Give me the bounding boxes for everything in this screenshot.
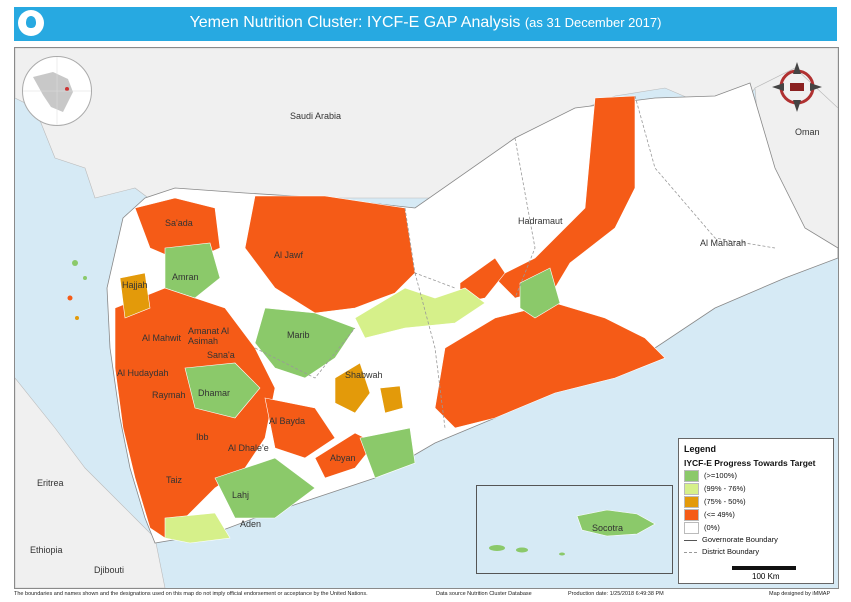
label-hadramaut: Hadramaut [518, 216, 563, 226]
region-hadramaut-light [354, 287, 486, 339]
map-title: Yemen Nutrition Cluster: IYCF-E GAP Anal… [14, 14, 837, 32]
island [72, 260, 78, 266]
region-west-red [114, 287, 276, 539]
legend-item: (>=100%) [684, 470, 737, 482]
label-ethiopia: Ethiopia [30, 545, 63, 555]
label-socotra: Socotra [592, 523, 624, 533]
legend-item: (0%) [684, 522, 720, 534]
north-arrow-icon [770, 60, 824, 114]
label-al-mahwit: Al Mahwit [142, 333, 182, 343]
label-al-jawf: Al Jawf [274, 250, 304, 260]
island [75, 316, 79, 320]
legend-label: District Boundary [702, 547, 760, 556]
region-abyan-red [314, 432, 376, 479]
legend-swatch [684, 470, 699, 482]
map-frame[interactable] [14, 47, 839, 589]
label-abyan: Abyan [330, 453, 356, 463]
label-marib: Marib [287, 330, 310, 340]
legend-item: (<= 49%) [684, 509, 735, 521]
region-hudaydah-orange [119, 272, 151, 319]
region-hadramaut-green [519, 267, 561, 319]
label-al-hudaydah: Al Hudaydah [117, 368, 169, 378]
legend-swatch [684, 522, 699, 534]
legend-item: (99% - 76%) [684, 483, 746, 495]
label-aden: Aden [240, 519, 262, 529]
region-lahj [214, 457, 316, 519]
legend-line-swatch [684, 539, 697, 541]
region-bayda-red [264, 397, 336, 459]
governorate-boundaries [254, 95, 776, 429]
legend-item: Governorate Boundary [684, 535, 778, 547]
region-amran [164, 242, 221, 299]
legend-title: Legend [684, 444, 717, 454]
legend-label: (99% - 76%) [704, 483, 746, 493]
legend-swatch [684, 483, 699, 495]
label-hajjah: Hajjah [122, 280, 148, 290]
label-amran: Amran [172, 272, 199, 282]
globe-locator-icon [22, 56, 92, 126]
legend-label: (>=100%) [704, 470, 737, 480]
label-ibb: Ibb [196, 432, 209, 442]
legend-swatch [684, 509, 699, 521]
label-djibouti: Djibouti [94, 565, 125, 575]
label-al-bayda: Al Bayda [269, 416, 306, 426]
region-lahj-light [164, 512, 231, 544]
legend-swatch [684, 496, 699, 508]
legend: Legend IYCF-E Progress Towards Target (>… [678, 438, 834, 584]
label-al-maharah: Al Maharah [700, 238, 747, 248]
legend-item: District Boundary [684, 547, 759, 559]
footer-source: Data source Nutrition Cluster Database [436, 591, 532, 597]
title-date: (as 31 December 2017) [524, 15, 662, 30]
map-canvas [15, 48, 838, 588]
label-saada: Sa'ada [165, 218, 193, 228]
label-shabwah: Shabwah [345, 370, 383, 380]
label-taiz: Taiz [166, 475, 183, 485]
legend-line-swatch [684, 551, 697, 553]
scale-bar [732, 566, 796, 570]
africa-land [15, 377, 166, 588]
legend-label: (0%) [704, 522, 720, 532]
label-raymah: Raymah [152, 390, 186, 400]
legend-label: (<= 49%) [704, 509, 735, 519]
cluster-logo-icon [18, 10, 44, 36]
region-al-jawf [244, 195, 416, 314]
label-al-dhalee: Al Dhale'e [228, 443, 269, 453]
title-bar: Yemen Nutrition Cluster: IYCF-E GAP Anal… [14, 7, 837, 41]
region-dhamar [184, 362, 261, 419]
island [83, 276, 87, 280]
legend-label: (75% - 50%) [704, 496, 746, 506]
title-main: Yemen Nutrition Cluster: IYCF-E GAP Anal… [189, 14, 521, 31]
footer-production: Production date: 1/25/2018 6:49:38 PM [568, 591, 664, 597]
legend-subtitle: IYCF-E Progress Towards Target [684, 458, 816, 468]
region-shabwah-orange-2 [379, 385, 404, 414]
label-saudi-arabia: Saudi Arabia [290, 111, 342, 121]
scale-label: 100 Km [752, 572, 780, 581]
region-shabwah-orange [334, 362, 371, 414]
label-oman: Oman [795, 127, 820, 137]
legend-label: Governorate Boundary [702, 535, 778, 544]
island [67, 295, 73, 301]
label-amanat-al-asimah: Amanat Al Asimah [188, 326, 230, 346]
label-eritrea: Eritrea [37, 478, 64, 488]
legend-item: (75% - 50%) [684, 496, 746, 508]
label-sanaa: Sana'a [207, 350, 235, 360]
footer-disclaimer: The boundaries and names shown and the d… [14, 591, 368, 597]
label-dhamar: Dhamar [198, 388, 231, 398]
region-abyan-east [359, 427, 416, 479]
label-lahj: Lahj [232, 490, 250, 500]
footer-credit: Map designed by iMMAP [769, 591, 831, 597]
socotra-inset: Socotra [476, 485, 673, 574]
